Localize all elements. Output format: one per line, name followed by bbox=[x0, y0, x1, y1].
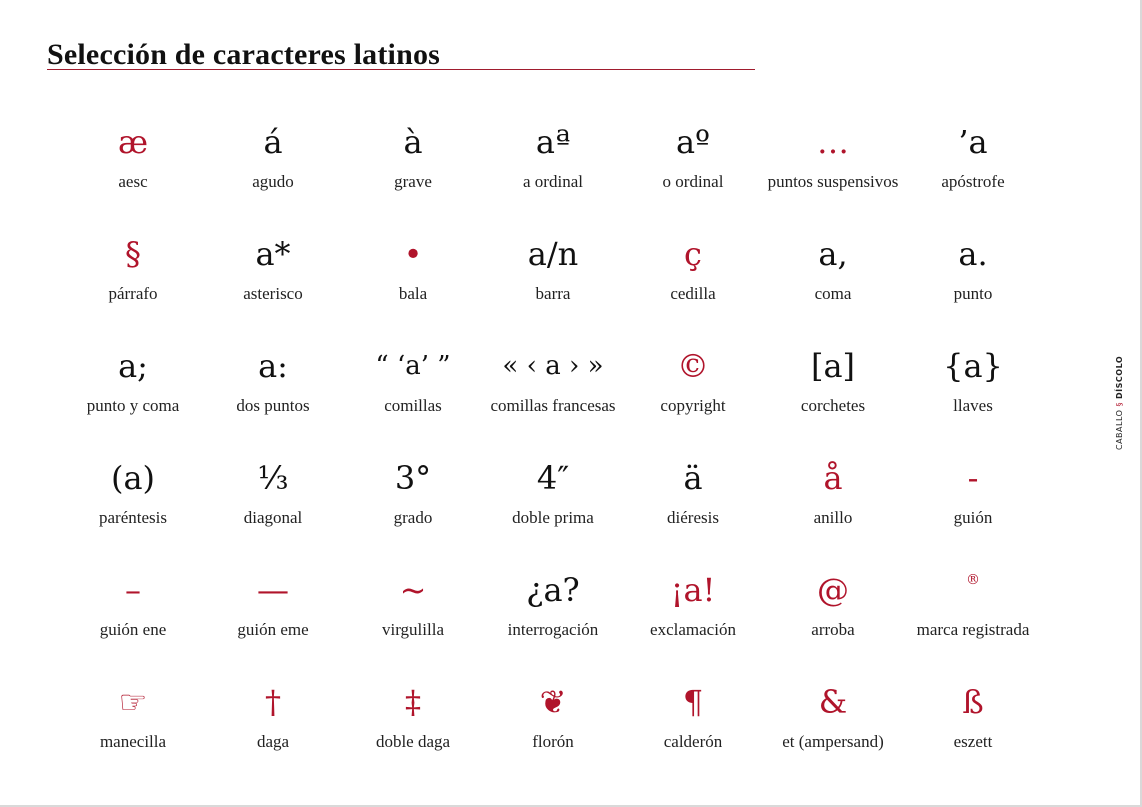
character-glyph: ¶ bbox=[682, 683, 704, 721]
character-glyph: a; bbox=[118, 347, 148, 385]
character-glyph: ⅓ bbox=[257, 459, 289, 497]
character-label: copyright bbox=[660, 396, 726, 415]
character-glyph: {a} bbox=[943, 347, 1003, 385]
character-label: párrafo bbox=[108, 284, 158, 303]
brand-logo: CABALLO § DÍSCOLO bbox=[1112, 355, 1140, 455]
character-label: et (ampersand) bbox=[782, 732, 884, 751]
character-label: diéresis bbox=[667, 508, 719, 527]
character-label: barra bbox=[535, 284, 571, 303]
character-glyph: æ bbox=[117, 123, 149, 161]
character-glyph: ~ bbox=[399, 571, 427, 609]
character-label: virgulilla bbox=[381, 620, 444, 639]
character-glyph: (a) bbox=[110, 459, 156, 497]
character-glyph: ß bbox=[962, 683, 984, 721]
character-label: grado bbox=[393, 508, 433, 527]
character-label: anillo bbox=[813, 508, 853, 527]
character-label: doble prima bbox=[512, 508, 594, 527]
character-label: guión ene bbox=[99, 620, 167, 639]
character-label: a ordinal bbox=[523, 172, 583, 191]
character-label: cedilla bbox=[670, 284, 716, 303]
character-label: paréntesis bbox=[99, 508, 167, 527]
character-glyph: “ ‘a’ ” bbox=[375, 351, 451, 381]
brand-mark-icon: § bbox=[1115, 402, 1124, 407]
character-glyph: a. bbox=[958, 235, 988, 273]
character-label: exclamación bbox=[650, 620, 736, 639]
character-label: guión eme bbox=[237, 620, 309, 639]
character-glyph: - bbox=[967, 459, 979, 497]
character-glyph: á bbox=[263, 123, 283, 161]
character-glyph: – bbox=[125, 571, 141, 609]
character-glyph: & bbox=[818, 683, 848, 721]
character-glyph: a* bbox=[255, 235, 291, 273]
character-label: asterisco bbox=[243, 284, 303, 303]
character-glyph: ä bbox=[683, 459, 703, 497]
character-glyph: ☞ bbox=[118, 683, 148, 721]
character-label: coma bbox=[814, 284, 852, 303]
character-glyph: ¿a? bbox=[526, 571, 580, 609]
character-glyph: 3° bbox=[394, 459, 432, 497]
character-label: eszett bbox=[953, 732, 993, 751]
character-glyph: — bbox=[257, 571, 289, 609]
character-label: marca registrada bbox=[916, 620, 1030, 639]
title-underline bbox=[47, 69, 755, 70]
character-glyph: … bbox=[817, 123, 849, 161]
character-label: interrogación bbox=[507, 620, 599, 639]
character-glyph: a/n bbox=[527, 235, 579, 273]
character-glyph: a, bbox=[818, 235, 848, 273]
character-label: dos puntos bbox=[236, 396, 310, 415]
character-glyph: à bbox=[403, 123, 423, 161]
brand-right: DÍSCOLO bbox=[1115, 355, 1124, 399]
character-label: punto bbox=[953, 284, 993, 303]
character-label: grave bbox=[394, 172, 432, 191]
character-label: florón bbox=[532, 732, 574, 751]
character-label: corchetes bbox=[800, 396, 866, 415]
page-title: Selección de caracteres latinos bbox=[47, 38, 441, 71]
character-glyph: © bbox=[677, 347, 709, 385]
character-glyph: a: bbox=[258, 347, 288, 385]
character-glyph: aª bbox=[535, 123, 571, 161]
character-glyph: ❦ bbox=[539, 683, 567, 721]
character-label: comillas francesas bbox=[490, 396, 616, 415]
character-label: apóstrofe bbox=[941, 172, 1005, 191]
character-label: o ordinal bbox=[662, 172, 724, 191]
character-label: manecilla bbox=[99, 732, 167, 751]
character-label: llaves bbox=[953, 396, 993, 415]
character-glyph: • bbox=[403, 235, 423, 273]
character-label: diagonal bbox=[243, 508, 303, 527]
character-label: puntos suspensivos bbox=[767, 172, 899, 191]
character-glyph: [a] bbox=[810, 347, 856, 385]
character-label: arroba bbox=[811, 620, 855, 639]
character-label: calderón bbox=[663, 732, 723, 751]
character-glyph: å bbox=[823, 459, 843, 497]
character-glyph: ¡a! bbox=[670, 571, 716, 609]
character-label: bala bbox=[398, 284, 428, 303]
character-glyph: aº bbox=[675, 123, 711, 161]
character-label: daga bbox=[256, 732, 290, 751]
character-label: doble daga bbox=[375, 732, 451, 751]
character-glyph: @ bbox=[817, 571, 849, 609]
character-glyph: « ‹ a › » bbox=[502, 351, 604, 381]
character-label: aesc bbox=[118, 172, 148, 191]
character-label: punto y coma bbox=[86, 396, 180, 415]
character-glyph: ç bbox=[684, 235, 702, 273]
character-label: agudo bbox=[252, 172, 294, 191]
character-glyph: ‡ bbox=[405, 683, 421, 721]
character-glyph: § bbox=[125, 235, 141, 273]
character-glyph: † bbox=[265, 683, 281, 721]
character-glyph: ’a bbox=[958, 123, 988, 161]
character-label: guión bbox=[953, 508, 993, 527]
character-label: comillas bbox=[384, 396, 442, 415]
brand-left: CABALLO bbox=[1115, 409, 1124, 450]
character-glyph: 4″ bbox=[536, 459, 570, 497]
character-glyph: ® bbox=[966, 572, 980, 588]
